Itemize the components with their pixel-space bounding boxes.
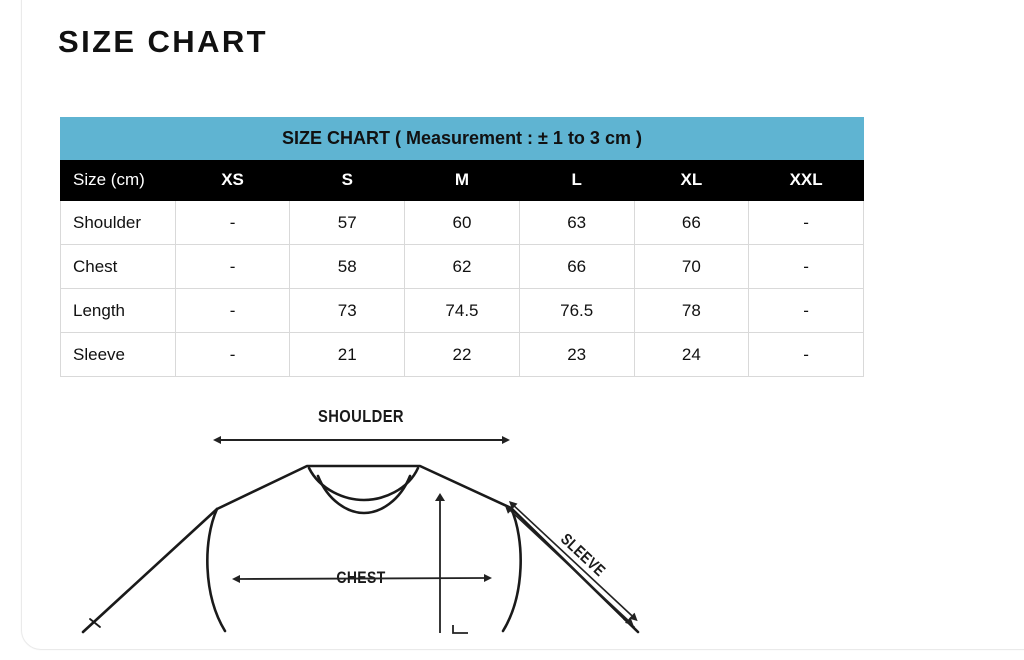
svg-text:SHOULDER: SHOULDER <box>318 407 404 427</box>
svg-text:SLEEVE: SLEEVE <box>557 531 609 581</box>
